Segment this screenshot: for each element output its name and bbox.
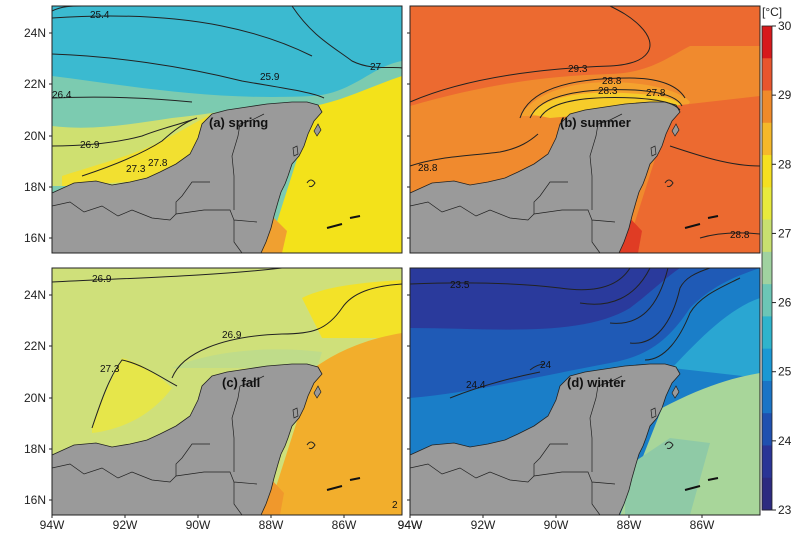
panel-summer: 29.328.828.3 27.828.828.8 (b) summer bbox=[409, 5, 761, 254]
contour-label-group: 26.9 26.9 27.3 2 bbox=[92, 274, 398, 511]
contour-label: 28.8 bbox=[418, 163, 438, 174]
colorbar-unit: [°C] bbox=[762, 5, 782, 19]
panel-frame bbox=[409, 5, 761, 254]
lon-tick-label: 90W bbox=[186, 518, 211, 532]
contour-label: 28.3 bbox=[598, 86, 618, 97]
colorbar-tick-label: 28 bbox=[778, 157, 792, 171]
colorbar-tick-label: 25 bbox=[778, 365, 792, 379]
contour-label: 26.9 bbox=[222, 330, 242, 341]
colorbar-swatch bbox=[762, 90, 772, 124]
lat-tick-label: 20N bbox=[24, 391, 46, 405]
water-east bbox=[267, 333, 402, 515]
panel-title: (d) winter bbox=[567, 375, 626, 390]
contour-label: 2 bbox=[392, 500, 398, 511]
contour-label: 25.4 bbox=[90, 10, 110, 21]
colorbar-tick-label: 24 bbox=[778, 434, 792, 448]
contour-lines bbox=[51, 5, 403, 177]
colorbar-swatch bbox=[762, 251, 772, 285]
contour-label: 27 bbox=[370, 62, 382, 73]
panel-fall: 26.9 26.9 27.3 2 (c) fall bbox=[51, 267, 403, 516]
colorbar-swatch bbox=[762, 477, 772, 511]
lat-tick-label: 20N bbox=[24, 129, 46, 143]
water-east bbox=[625, 96, 760, 253]
lon-tick-label: 88W bbox=[617, 518, 642, 532]
contour-label: 27.3 bbox=[100, 364, 120, 375]
colorbar-swatch bbox=[762, 122, 772, 156]
colorbar-swatch bbox=[762, 348, 772, 382]
colorbar-swatches bbox=[762, 26, 772, 511]
panel-frame bbox=[51, 267, 403, 516]
lon-tick-label: 92W bbox=[471, 518, 496, 532]
colorbar-tick-label: 26 bbox=[778, 296, 792, 310]
contour-label: 27.8 bbox=[148, 158, 168, 169]
colorbar-swatch bbox=[762, 284, 772, 317]
contour-label-group: 23.5 24.4 24 bbox=[450, 280, 552, 391]
colorbar-tick-label: 29 bbox=[778, 88, 792, 102]
contour-label: 27.3 bbox=[126, 164, 146, 175]
water-hot-spot bbox=[625, 438, 710, 515]
water-mid bbox=[172, 349, 322, 368]
panel-spring: 25.4 25.9 26.4 26.9 27.327.8 27 (a) spring bbox=[51, 5, 403, 254]
lat-tick-label: 22N bbox=[24, 339, 46, 353]
colorbar-frame bbox=[761, 25, 773, 511]
contour-label: 28.8 bbox=[602, 76, 622, 87]
colorbar-ticks: 30 29 28 27 26 25 24 23 bbox=[772, 19, 792, 517]
lat-tick-label: 18N bbox=[24, 442, 46, 456]
lat-tick-label: 16N bbox=[24, 231, 46, 245]
panel-title: (a) spring bbox=[209, 115, 268, 130]
lon-tick-label: 86W bbox=[690, 518, 715, 532]
colorbar-tick-label: 23 bbox=[778, 503, 792, 517]
contour-label-group: 25.4 25.9 26.4 26.9 27.327.8 27 bbox=[52, 10, 382, 175]
contour-label: 26.9 bbox=[92, 274, 112, 285]
colorbar-tick-label: 27 bbox=[778, 226, 792, 240]
panel-frame bbox=[409, 267, 761, 516]
lat-tick-label: 24N bbox=[24, 26, 46, 40]
contour-label: 27.8 bbox=[646, 88, 666, 99]
colorbar-swatch bbox=[762, 413, 772, 446]
contour-label: 24 bbox=[540, 360, 552, 371]
panel-frame bbox=[51, 5, 403, 254]
colorbar-swatch bbox=[762, 155, 772, 188]
contour-lines bbox=[51, 267, 403, 429]
colorbar-swatch bbox=[762, 316, 772, 350]
contour-label: 26.9 bbox=[80, 140, 100, 151]
contour-label: 26.4 bbox=[52, 90, 72, 101]
lon-tick-label: 88W bbox=[259, 518, 284, 532]
lon-tick-label: 86W bbox=[332, 518, 357, 532]
lon-tick-label: 94W bbox=[398, 518, 423, 532]
colorbar-swatch bbox=[762, 26, 772, 59]
lat-tick-label: 22N bbox=[24, 77, 46, 91]
colorbar-swatch bbox=[762, 219, 772, 253]
colorbar-swatch bbox=[762, 445, 772, 479]
water-south bbox=[92, 358, 172, 433]
lon-tick-label: 92W bbox=[113, 518, 138, 532]
colorbar-tick-label: 30 bbox=[778, 19, 792, 33]
contour-label-group: 29.328.828.3 27.828.828.8 bbox=[418, 64, 750, 241]
colorbar-swatch bbox=[762, 58, 772, 92]
contour-lines bbox=[409, 267, 741, 399]
lat-tick-label: 18N bbox=[24, 180, 46, 194]
panel-title: (b) summer bbox=[560, 115, 631, 130]
lon-tick-label: 90W bbox=[544, 518, 569, 532]
lat-tick-label: 16N bbox=[24, 493, 46, 507]
contour-label: 29.3 bbox=[568, 64, 588, 75]
contour-label: 23.5 bbox=[450, 280, 470, 291]
colorbar: [°C] 30 29 28 27 26 25 24 23 bbox=[761, 5, 792, 517]
lat-axis: 24N 22N 20N 18N 16N 24N 22N 20N 18N 16N bbox=[24, 26, 410, 507]
colorbar-swatch bbox=[762, 187, 772, 221]
contour-label: 24.4 bbox=[466, 380, 486, 391]
lon-tick-label: 94W bbox=[40, 518, 65, 532]
contour-label: 28.8 bbox=[730, 230, 750, 241]
contour-lines bbox=[409, 5, 761, 239]
colorbar-swatch bbox=[762, 380, 772, 414]
lat-tick-label: 24N bbox=[24, 288, 46, 302]
panel-title: (c) fall bbox=[222, 375, 260, 390]
panel-winter: 23.5 24.4 24 (d) winter bbox=[409, 267, 761, 516]
water-east bbox=[267, 76, 402, 253]
lon-tick-label: 94W bbox=[398, 518, 423, 532]
contour-label: 25.9 bbox=[260, 72, 280, 83]
water-coast bbox=[672, 298, 760, 378]
